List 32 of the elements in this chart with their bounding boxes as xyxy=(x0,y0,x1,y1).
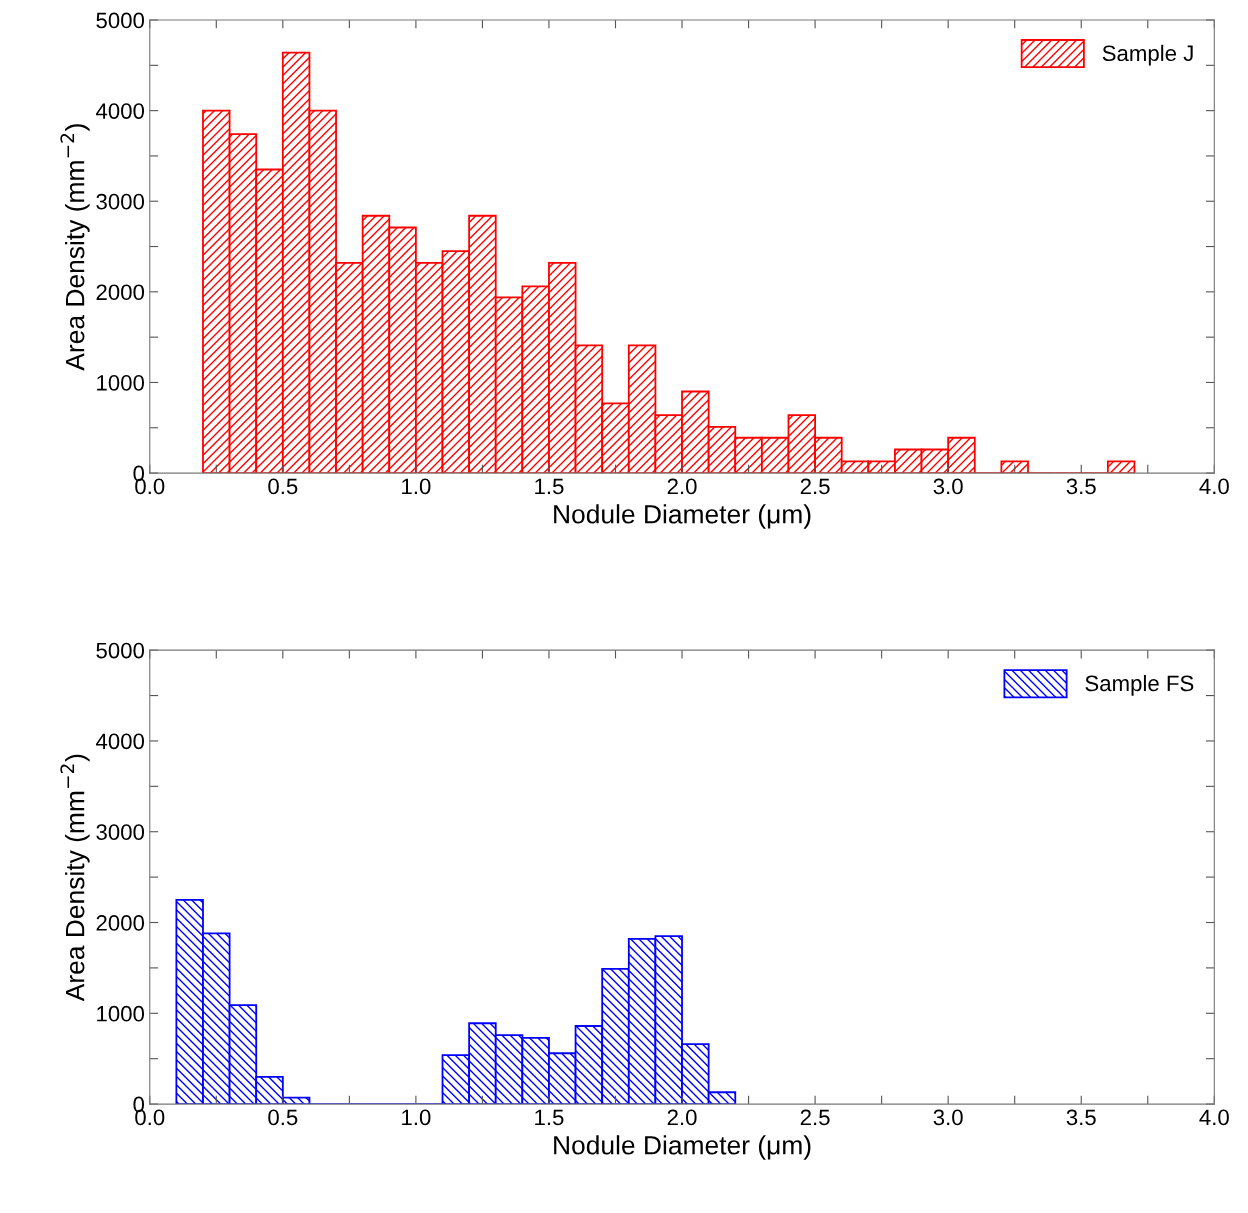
y-axis-title: Area Density (mm$^{−2}$) xyxy=(60,124,90,371)
x-tick-label: 2.5 xyxy=(800,1109,830,1126)
x-tick-label: 2.0 xyxy=(667,1109,697,1126)
y-tick-label: 5000 xyxy=(96,12,145,29)
x-tick-label: 2.0 xyxy=(667,478,697,495)
x-tick-label: 1.0 xyxy=(402,478,431,495)
x-tick-label: 3.0 xyxy=(933,1109,963,1126)
y-tick-label: 3000 xyxy=(96,824,145,840)
x-tick-label: 3.5 xyxy=(1066,478,1096,495)
x-tick-label: 3.0 xyxy=(933,478,963,495)
legend-label: Sample J xyxy=(1102,44,1193,66)
x-tick-label: 0.5 xyxy=(268,1109,298,1126)
x-axis-title: Nodule Diameter (μm) xyxy=(554,1135,811,1160)
x-tick-label: 1.0 xyxy=(402,1109,431,1126)
x-tick-label: 2.5 xyxy=(800,478,830,495)
y-tick-label: 1000 xyxy=(97,1005,145,1022)
y-tick-label: 2000 xyxy=(96,915,145,931)
y-tick-label: 3000 xyxy=(96,193,145,210)
y-tick-label: 4000 xyxy=(95,103,145,119)
x-axis-title: Nodule Diameter (μm) xyxy=(554,504,811,529)
x-tick-label: 4.0 xyxy=(1199,1109,1229,1126)
x-tick-label: 0.5 xyxy=(268,478,298,495)
x-tick-label: 1.5 xyxy=(535,1109,564,1126)
y-tick-label: 1000 xyxy=(97,374,145,391)
x-tick-label: 4.0 xyxy=(1199,478,1229,495)
y-axis-title: Area Density (mm$^{−2}$) xyxy=(60,754,90,1002)
y-tick-label: 2000 xyxy=(96,284,145,301)
y-tick-label: 4000 xyxy=(95,733,145,750)
x-tick-label: 1.5 xyxy=(535,478,564,495)
y-tick-label: 5000 xyxy=(96,642,145,659)
x-tick-label: 3.5 xyxy=(1066,1109,1096,1126)
legend-label: Sample FS xyxy=(1085,674,1194,696)
